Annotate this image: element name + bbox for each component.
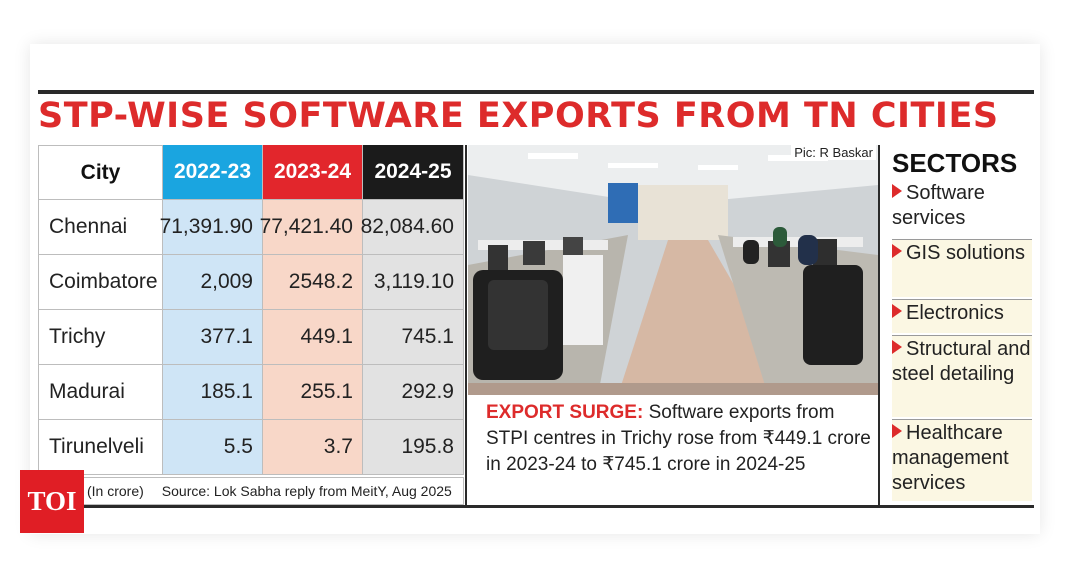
table-header-row: City 2022-23 2023-24 2024-25: [38, 145, 464, 200]
value-cell: 745.1: [363, 310, 464, 365]
sector-label: Software services: [892, 182, 985, 229]
value-cell: 71,391.90: [160, 200, 263, 255]
sector-item: Electronics: [892, 299, 1032, 333]
column-divider-left: [465, 145, 467, 507]
arrow-icon: [892, 424, 902, 438]
sectors-title: SECTORS: [892, 148, 1018, 178]
value-cell: 5.5: [163, 420, 263, 475]
value-cell: 77,421.40: [260, 200, 363, 255]
office-photo-illustration: [468, 145, 878, 395]
photo-caption: EXPORT SURGE: Software exports from STPI…: [486, 400, 876, 478]
sectors-panel: SECTORS Software services GIS solutions …: [892, 148, 1032, 501]
table-row: Chennai 71,391.90 77,421.40 82,084.60: [38, 200, 464, 255]
city-cell: Trichy: [38, 310, 163, 365]
sector-label: Electronics: [906, 302, 1004, 324]
top-rule: [38, 90, 1034, 94]
caption-lead: EXPORT SURGE:: [486, 402, 644, 423]
arrow-icon: [892, 304, 902, 318]
value-cell: 255.1: [263, 365, 363, 420]
toi-logo: TOI: [20, 470, 84, 533]
city-cell: Madurai: [38, 365, 163, 420]
arrow-icon: [892, 340, 902, 354]
value-cell: 449.1: [263, 310, 363, 365]
city-cell: Tirunelveli: [38, 420, 163, 475]
table-row: Tirunelveli 5.5 3.7 195.8: [38, 420, 464, 475]
sector-item: GIS solutions: [892, 239, 1032, 297]
table-row: Trichy 377.1 449.1 745.1: [38, 310, 464, 365]
arrow-icon: [892, 244, 902, 258]
table-source: (In crore) Source: Lok Sabha reply from …: [38, 477, 464, 505]
sector-label: Structural and steel detailing: [892, 338, 1031, 385]
value-cell: 377.1: [163, 310, 263, 365]
caption-text: Software exports from STPI centres in Tr…: [486, 402, 871, 475]
table-row: Coimbatore 2,009 2548.2 3,119.10: [38, 255, 464, 310]
value-cell: 3,119.10: [363, 255, 464, 310]
city-cell: Chennai: [38, 200, 163, 255]
infographic-title: STP-WISE SOFTWARE EXPORTS FROM TN CITIES: [38, 96, 999, 136]
value-cell: 195.8: [363, 420, 464, 475]
header-cell: 2024-25: [363, 145, 464, 200]
value-cell: 2,009: [163, 255, 263, 310]
value-cell: 2548.2: [263, 255, 363, 310]
source-note: Source: Lok Sabha reply from MeitY, Aug …: [161, 483, 452, 499]
office-photo: Pic: R Baskar: [468, 145, 878, 395]
sector-label: GIS solutions: [906, 242, 1025, 264]
header-cell: 2023-24: [263, 145, 363, 200]
sector-label: Healthcare management services: [892, 422, 1009, 494]
value-cell: 185.1: [163, 365, 263, 420]
arrow-icon: [892, 184, 902, 198]
bottom-rule: [38, 505, 1034, 508]
value-cell: 3.7: [263, 420, 363, 475]
header-cell: 2022-23: [163, 145, 263, 200]
sector-item: Software services: [892, 180, 1032, 238]
photo-credit: Pic: R Baskar: [791, 145, 876, 160]
value-cell: 292.9: [363, 365, 464, 420]
header-cell: City: [38, 145, 163, 200]
unit-note: (In crore): [87, 483, 144, 499]
city-cell: Coimbatore: [38, 255, 163, 310]
sector-item: Structural and steel detailing: [892, 335, 1032, 417]
column-divider-right: [878, 145, 880, 507]
sector-item: Healthcare management services: [892, 419, 1032, 501]
table-row: Madurai 185.1 255.1 292.9: [38, 365, 464, 420]
toi-logo-text: TOI: [27, 486, 77, 516]
value-cell: 82,084.60: [361, 200, 464, 255]
